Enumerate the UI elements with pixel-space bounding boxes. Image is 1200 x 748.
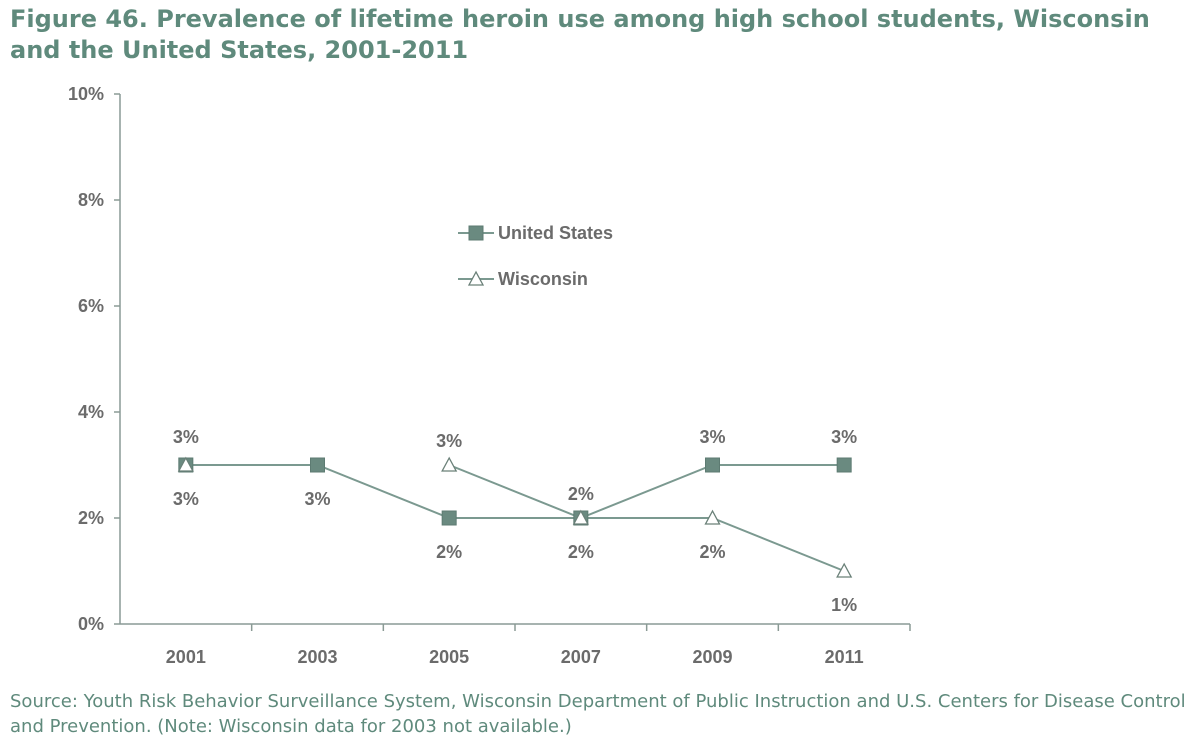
united-states-data-label: 3% — [831, 427, 857, 447]
united-states-point — [705, 457, 720, 473]
y-tick-label: 10% — [68, 84, 104, 104]
x-tick-label: 2001 — [166, 647, 206, 667]
wisconsin-point — [572, 509, 589, 525]
united-states-data-label: 2% — [436, 542, 462, 562]
wisconsin-data-label: 3% — [436, 431, 462, 451]
y-tick-label: 6% — [78, 296, 104, 316]
chart-legend: United States Wisconsin — [458, 223, 613, 289]
source-note: Source: Youth Risk Behavior Surveillance… — [10, 691, 1186, 737]
united-states-data-label: 3% — [699, 427, 725, 447]
x-tick-label: 2003 — [297, 647, 337, 667]
wisconsin-data-label: 2% — [699, 542, 725, 562]
x-axis-ticks: 2001 2003 2005 2007 2009 2011 — [166, 624, 911, 667]
legend-wisconsin-label: Wisconsin — [498, 269, 588, 289]
x-tick-label: 2009 — [692, 647, 732, 667]
y-tick-label: 0% — [78, 614, 104, 634]
y-axis-ticks: 0% 2% 4% 6% 8% 10% — [68, 84, 120, 634]
united-states-data-label: 2% — [568, 542, 594, 562]
y-tick-label: 2% — [78, 508, 104, 528]
wisconsin-point — [177, 456, 194, 472]
x-tick-label: 2011 — [825, 647, 864, 667]
legend-wisconsin-marker — [467, 270, 485, 286]
wisconsin-point — [836, 562, 853, 578]
legend-united-states-label: United States — [498, 223, 613, 243]
x-tick-label: 2007 — [561, 647, 601, 667]
united-states-data-label: 3% — [173, 427, 199, 447]
wisconsin-line — [448, 464, 845, 572]
wisconsin-data-label: 1% — [831, 595, 857, 615]
wisconsin-point — [704, 509, 721, 525]
series-markers — [177, 456, 853, 578]
legend-united-states-marker — [468, 225, 484, 241]
united-states-data-label: 3% — [304, 489, 330, 509]
y-tick-label: 8% — [78, 190, 104, 210]
united-states-point — [836, 457, 852, 473]
data-labels: 3% 3% 3% 2% 3% 2% 2% 3% 2% 3% 1% — [173, 427, 857, 615]
series-lines — [185, 464, 845, 572]
wisconsin-data-label: 3% — [173, 489, 199, 509]
wisconsin-point — [441, 456, 458, 472]
wisconsin-data-label: 2% — [568, 484, 594, 504]
figure-title: Figure 46. Prevalence of lifetime heroin… — [10, 5, 1150, 64]
united-states-point — [441, 510, 457, 526]
united-states-point — [310, 457, 325, 473]
x-tick-label: 2005 — [429, 647, 469, 667]
chart-axes — [119, 94, 910, 625]
united-states-line — [185, 464, 845, 519]
y-tick-label: 4% — [78, 402, 104, 422]
